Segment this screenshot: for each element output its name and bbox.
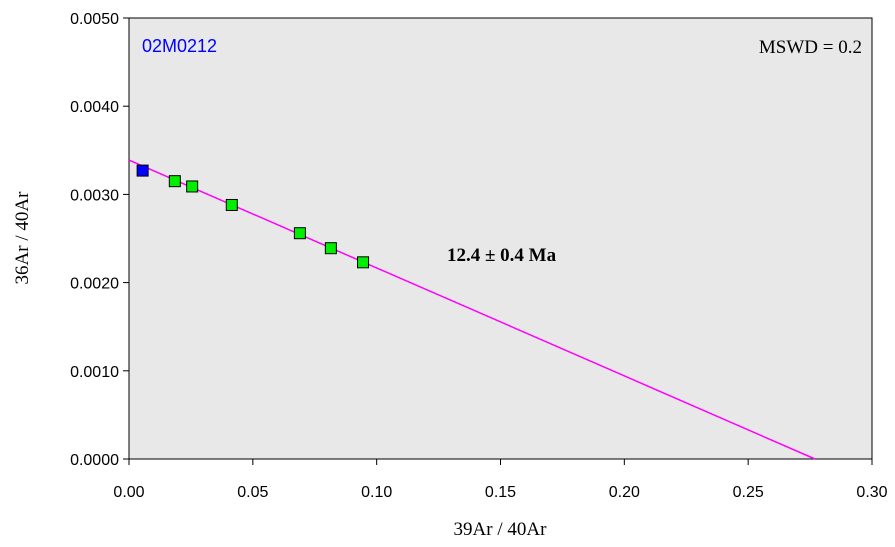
regression-line [128, 159, 816, 460]
data-point [186, 180, 199, 193]
data-point [324, 242, 337, 255]
regression-line-group [128, 159, 816, 460]
x-tick-label: 0.05 [237, 484, 268, 501]
x-axis-ticks: 0.00 0.05 0.10 0.15 0.20 0.25 0.30 [113, 459, 888, 501]
x-tick-label: 0.30 [856, 484, 887, 501]
y-tick-label: 0.0010 [70, 364, 119, 381]
data-points [136, 164, 370, 269]
x-tick-label: 0.10 [361, 484, 392, 501]
data-point [168, 175, 181, 188]
plot-area [128, 17, 873, 460]
data-point [225, 198, 238, 211]
mswd-label: MSWD = 0.2 [759, 37, 862, 58]
x-tick-label: 0.00 [113, 484, 144, 501]
data-point [136, 164, 149, 177]
sample-label: 02M0212 [142, 36, 217, 56]
y-axis-title: 36Ar / 40Ar [12, 191, 33, 285]
age-label: 12.4 ± 0.4 Ma [447, 245, 557, 266]
data-point [293, 227, 306, 240]
y-tick-label: 0.0040 [70, 99, 119, 116]
y-tick-label: 0.0050 [70, 11, 119, 28]
data-point [357, 256, 370, 269]
x-axis-title: 39Ar / 40Ar [454, 519, 548, 540]
y-axis-ticks: 0.0000 0.0010 0.0020 0.0030 0.0040 0.0050 [70, 11, 129, 469]
x-tick-label: 0.25 [733, 484, 764, 501]
y-tick-label: 0.0030 [70, 187, 119, 204]
y-tick-label: 0.0000 [70, 452, 119, 469]
y-tick-label: 0.0020 [70, 276, 119, 293]
x-tick-label: 0.20 [609, 484, 640, 501]
x-tick-label: 0.15 [485, 484, 516, 501]
